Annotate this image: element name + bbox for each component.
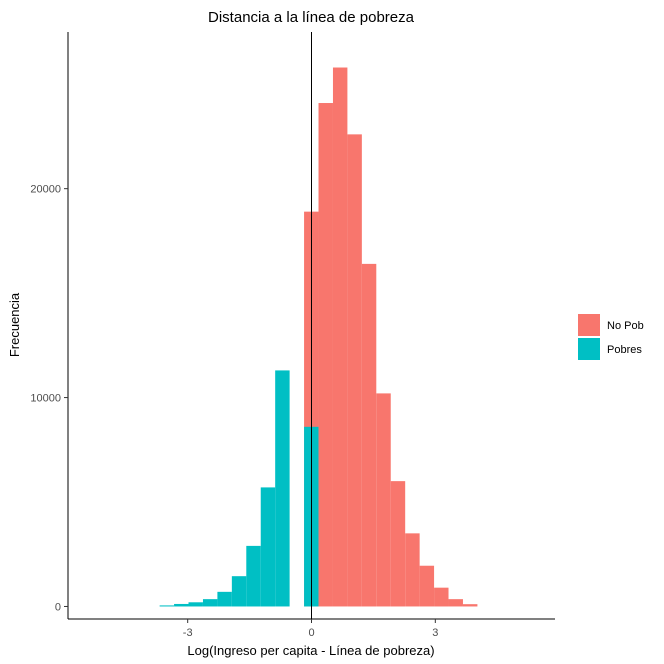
x-tick-label: 0	[308, 627, 314, 639]
y-axis-title: Frecuencia	[7, 292, 22, 357]
bar-no-pob-11	[462, 604, 478, 607]
bar-pobres-0	[159, 605, 175, 607]
y-tick-label: 10000	[30, 393, 61, 405]
y-tick-label: 0	[55, 601, 61, 613]
legend-key-no-pob	[578, 314, 600, 336]
x-tick-label: -3	[183, 627, 193, 639]
bar-no-pob-6	[390, 481, 406, 607]
x-axis-title: Log(Ingreso per capita - Línea de pobrez…	[187, 643, 434, 658]
chart-title: Distancia a la línea de pobreza	[208, 9, 415, 26]
bar-no-pob-5	[376, 393, 391, 607]
bar-no-pob-3	[347, 134, 362, 607]
bar-no-pob-2	[332, 67, 348, 607]
bar-no-pob-10	[448, 599, 463, 607]
bar-pobres-4	[217, 591, 232, 607]
bar-no-pob-7	[405, 533, 420, 607]
legend-key-pobres	[578, 338, 600, 360]
bar-pobres-1	[174, 603, 189, 607]
bar-pobres-6	[246, 545, 261, 607]
bars-pobres	[159, 370, 319, 607]
bar-pobres-5	[231, 576, 247, 607]
bars-no-pob	[304, 67, 478, 607]
y-axis-ticks: 0 10000 20000	[30, 184, 68, 613]
bar-pobres-2	[188, 602, 203, 607]
y-tick-label: 20000	[30, 184, 61, 196]
bar-pobres-8	[275, 370, 290, 607]
bar-pobres-7	[260, 487, 276, 607]
bar-pobres-3	[202, 599, 218, 607]
bar-no-pob-8	[419, 565, 435, 607]
x-tick-label: 3	[432, 627, 438, 639]
bar-no-pob-4	[361, 263, 377, 607]
legend-label-pobres: Pobres	[607, 344, 642, 356]
x-axis-ticks: -3 0 3	[183, 619, 438, 639]
legend-label-no-pob: No Pob	[607, 320, 644, 332]
bar-no-pob-9	[434, 587, 449, 607]
bar-no-pob-1	[318, 103, 333, 607]
legend: No Pob Pobres	[578, 314, 644, 360]
